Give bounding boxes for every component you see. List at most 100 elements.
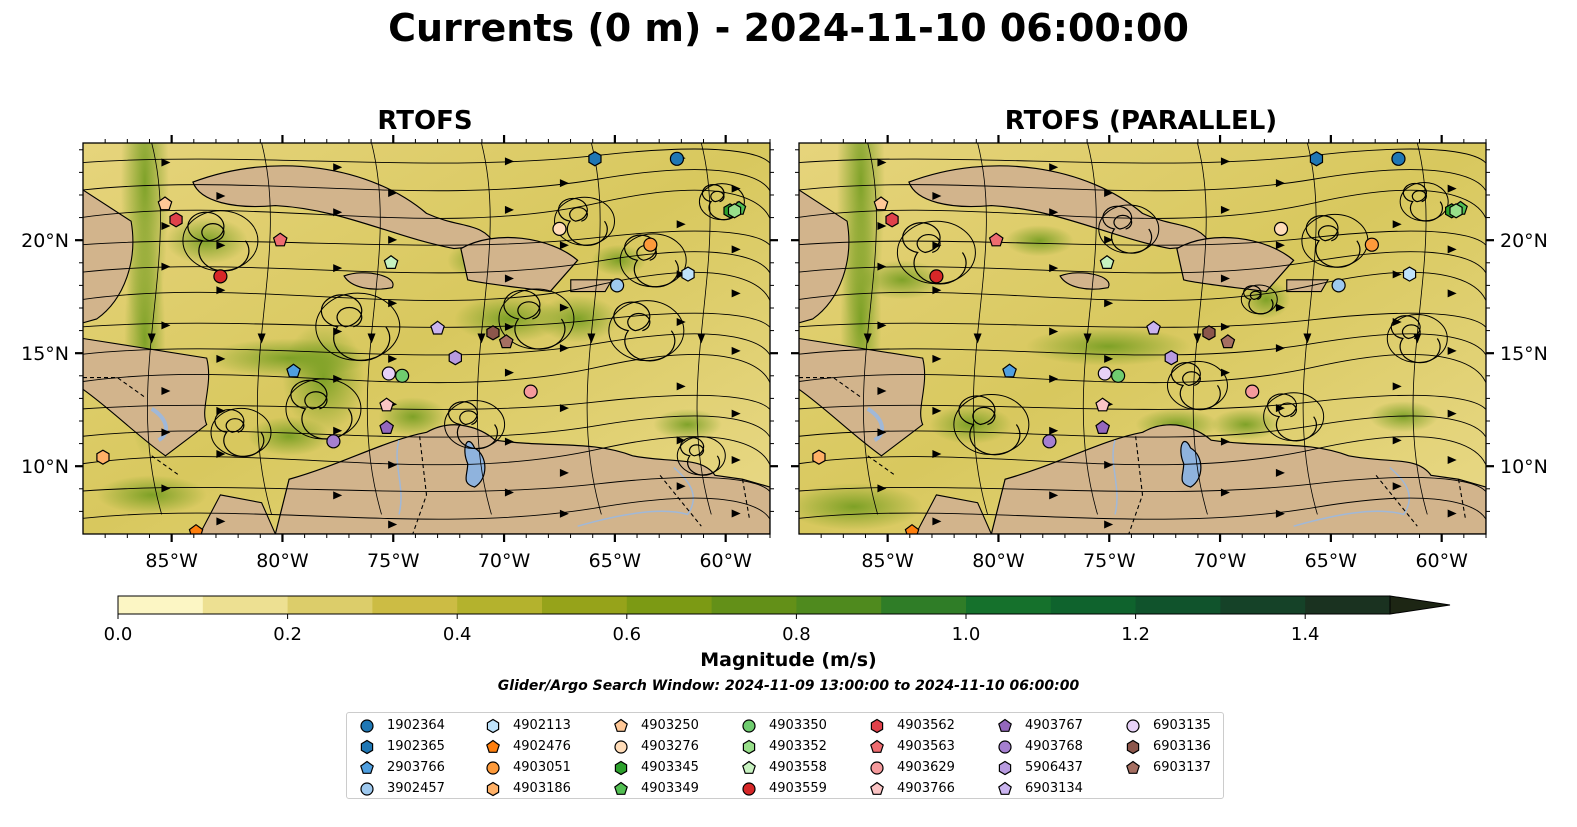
streamline-arrow [877,158,887,167]
colorbar-tick-label: 0.2 [273,624,302,645]
streamline-arrow [333,327,343,336]
speed-blob [1025,326,1191,366]
legend-item: 4902476 [485,736,571,757]
speed-blob [860,260,944,300]
streamline-eddy [1263,392,1325,442]
glider-argo-marker [1095,397,1111,412]
streamline-arrow [161,158,171,167]
legend-marker [614,739,628,754]
map-body [83,143,770,534]
streamline-eddy [953,394,1030,456]
glider-argo-marker [1391,151,1406,166]
streamline-arrow [1104,235,1114,244]
legend-item: 5906437 [997,757,1083,778]
legend-marker [870,781,884,795]
glider-argo-marker [169,212,183,228]
glider-argo-marker [381,366,396,381]
speed-blob [591,244,647,276]
streamline-arrow [504,437,514,446]
hispaniola-land [460,236,579,293]
legend-column: 6903135 6903136 6903137 [1125,715,1211,778]
legend-label: 4903563 [897,739,955,754]
river [396,439,402,515]
speed-blob [653,408,722,441]
streamline [476,143,492,515]
streamline [83,312,770,328]
legend-marker-icon [486,781,500,796]
legend-item: 6903135 [1125,715,1211,736]
legend-item: 6903136 [1125,736,1211,757]
streamline [83,230,770,246]
legend-marker-icon [360,718,374,733]
streamline-arrow [216,191,226,200]
lake-nicaragua [150,407,169,442]
streamline-arrow [1104,188,1114,197]
streamline-arrow [1275,468,1285,477]
streamline [799,333,1486,356]
legend-item: 6903137 [1125,757,1211,778]
streamline-arrow [388,235,398,244]
legend-marker-icon [742,781,756,796]
streamline [799,251,1486,274]
glider-argo-marker [1449,203,1463,219]
glider-argo-marker [812,449,826,465]
streamline-arrow [1392,436,1402,445]
legend-column: 4903767 4903768 5906437 6903134 [997,715,1083,799]
colorbar-tick-label: 0.4 [443,624,472,645]
streamline-arrow [388,520,398,529]
glider-argo-marker [1164,350,1179,366]
legend-label: 4903352 [769,739,827,754]
streamline [799,497,1486,520]
streamline-arrow [216,450,226,459]
streamline-arrow [367,333,376,344]
glider-argo-marker [383,255,399,269]
streamline-arrow [676,436,686,445]
streamline-arrow [932,241,942,250]
streamline-arrow [1392,317,1402,326]
legend-marker-icon [1126,739,1140,754]
streamline [257,143,273,515]
streamline [799,415,1486,438]
legend-label: 4903186 [513,781,571,796]
y-tick-label: 10°N [1500,456,1548,478]
yucatan-land [799,189,850,324]
colorbar-tick-label: 1.0 [952,624,981,645]
country-borders [799,377,1466,534]
panel-title-rtofs-parallel: RTOFS (PARALLEL) [1004,106,1278,136]
colorbar-tick-label: 0.8 [782,624,811,645]
streamline-arrow [932,354,942,363]
legend-marker [614,781,628,795]
streamline-arrow [1049,327,1059,336]
legend-marker [486,781,500,796]
streamline-arrow [1275,303,1285,312]
streamline [83,251,770,274]
glider-argo-marker [988,232,1004,247]
streamline [799,394,1486,410]
streamline-arrow [1220,437,1230,446]
legend-item: 4903559 [741,778,827,799]
streamline-arrow [216,241,226,250]
streamline-arrow [731,346,741,355]
x-tick-label: 75°W [1083,550,1136,572]
streamline-arrow [161,222,171,231]
colorbar-extend-arrow [1389,595,1451,615]
legend-marker-icon [614,718,628,732]
speed-blob [1369,401,1438,433]
legend-marker-icon [360,739,374,754]
legend-item: 4903345 [613,757,699,778]
legend-label: 4903276 [641,739,699,754]
legend-label: 4902113 [513,718,571,733]
streamline-arrow [1447,409,1457,418]
glider-argo-marker [1111,368,1126,383]
streamline-arrow [1049,491,1059,500]
streamline-arrow [216,286,226,295]
streamline-eddy [554,196,616,246]
glider-argo-marker [1099,255,1115,269]
x-tick-label: 75°W [367,550,420,572]
streamline-arrow [559,344,569,353]
streamline-eddy [1098,204,1160,254]
colorbar-segment [457,596,543,614]
legend-marker-icon [870,760,884,775]
y-tick-label: 15°N [21,343,69,365]
speed-blob [1005,225,1074,257]
